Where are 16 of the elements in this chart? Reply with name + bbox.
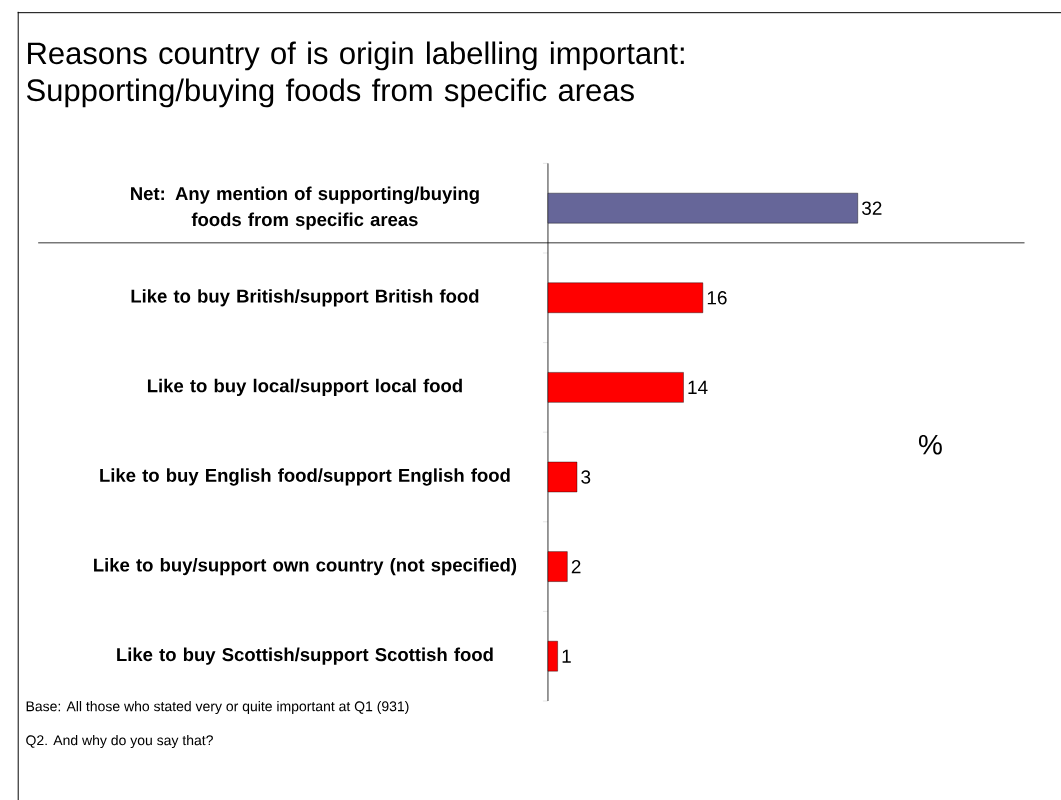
y-tick-label: Like to buy British/support British food (131, 288, 479, 307)
y-tick-label: Net: Any mention of supporting/buying foods from specific areas (131, 186, 479, 230)
text: Base: All those who stated very or quite important at Q1 (931) (26, 700, 409, 714)
data-label: 2 (571, 559, 581, 573)
y-tick-label: Like to buy local/support local food (147, 378, 462, 396)
data-label: 32 (862, 201, 882, 215)
y-tick-label: Like to buy/support own country (not specified) (94, 557, 517, 575)
chart-title: Reasons country of is origin labelling important: Supporting/buying foods from specific areas (26, 41, 684, 108)
y-tick-label: Like to buy Scottish/support Scottish food (117, 647, 493, 665)
data-label: 3 (581, 470, 591, 484)
text: % (918, 434, 942, 455)
text: Q2. And why do you say that? (26, 734, 213, 748)
data-label: 1 (562, 649, 571, 663)
data-label: 14 (688, 380, 708, 394)
data-label: 16 (707, 290, 727, 305)
y-tick-label: Like to buy English food/support English food (100, 468, 510, 486)
